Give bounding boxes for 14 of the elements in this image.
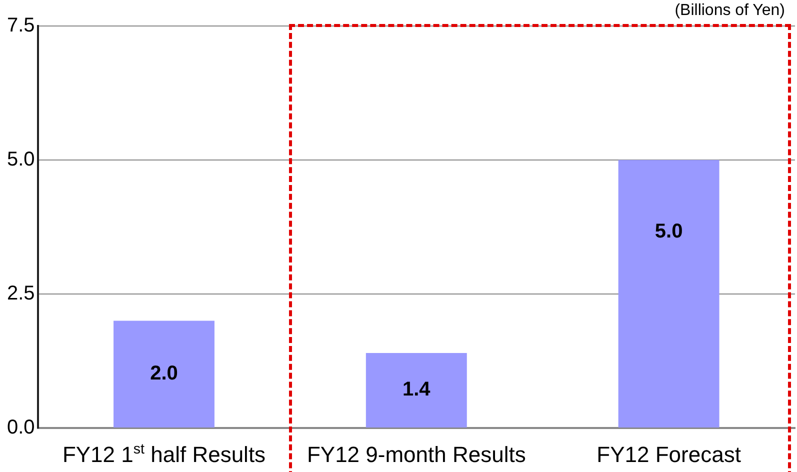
bar	[114, 320, 214, 428]
bar	[366, 352, 467, 428]
bar	[618, 160, 720, 428]
data-label: 5.0	[654, 220, 683, 243]
x-tick-label: FY12 Forecast	[596, 442, 742, 468]
y-tick-label: 0.0	[6, 416, 35, 439]
data-label: 1.4	[402, 378, 432, 401]
data-label: 2.0	[150, 362, 178, 385]
y-tick-label: 2.5	[6, 282, 35, 305]
x-tick-label: FY12 1$^{st}$ half Results	[61, 442, 267, 468]
y-tick-label: 5.0	[6, 148, 35, 171]
y-tick-label: 7.5	[6, 14, 35, 37]
text: (Billions of Yen)	[674, 2, 785, 20]
x-tick-label: FY12 9-month Results	[306, 442, 527, 468]
